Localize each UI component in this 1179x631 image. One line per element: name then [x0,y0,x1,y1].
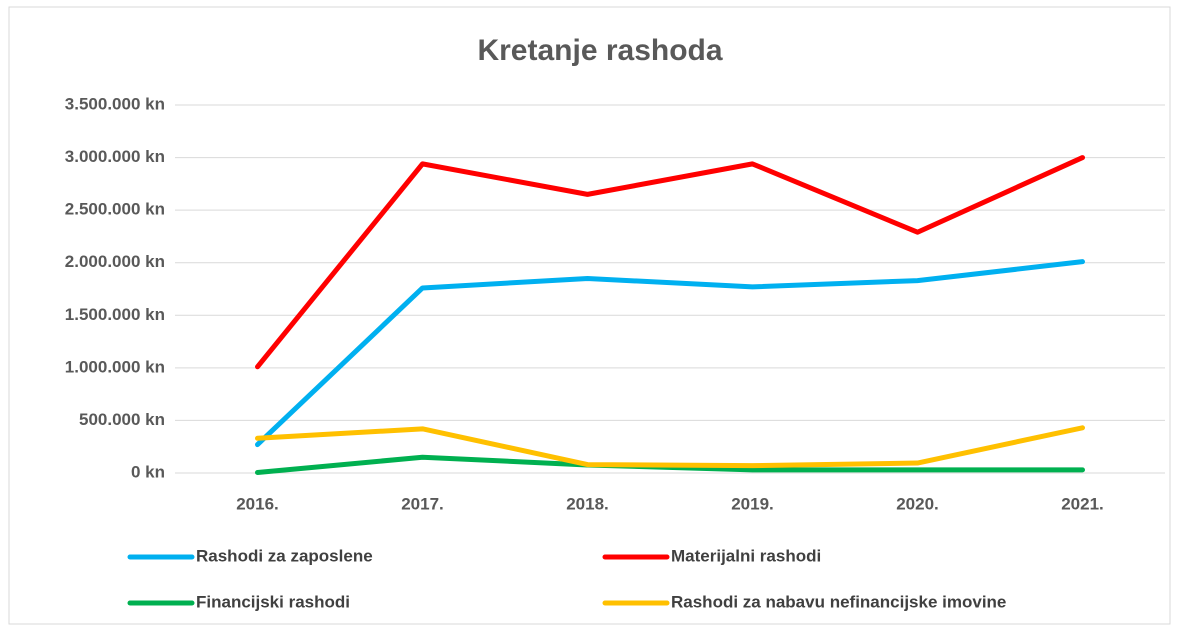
y-tick-label: 1.000.000 kn [65,357,165,376]
legend-label: Rashodi za nabavu nefinancijske imovine [671,592,1006,611]
series-line [255,425,1085,469]
x-tick-label: 2021. [1061,494,1104,513]
x-tick-label: 2020. [896,494,939,513]
x-tick-label: 2016. [236,494,279,513]
series-line [255,155,1085,370]
y-tick-label: 500.000 kn [79,410,165,429]
y-tick-label: 0 kn [131,462,165,481]
legend-label: Rashodi za zaposlene [196,546,373,565]
series-line [255,259,1085,448]
y-tick-label: 2.500.000 kn [65,200,165,219]
x-tick-label: 2017. [401,494,444,513]
x-tick-label: 2018. [566,494,609,513]
legend-label: Materijalni rashodi [671,546,821,565]
chart-title: Kretanje rashoda [477,34,722,67]
y-tick-label: 1.500.000 kn [65,305,165,324]
y-tick-label: 2.000.000 kn [65,252,165,271]
x-tick-label: 2019. [731,494,774,513]
y-tick-label: 3.500.000 kn [65,94,165,113]
legend-label: Financijski rashodi [196,592,350,611]
y-tick-label: 3.000.000 kn [65,147,165,166]
